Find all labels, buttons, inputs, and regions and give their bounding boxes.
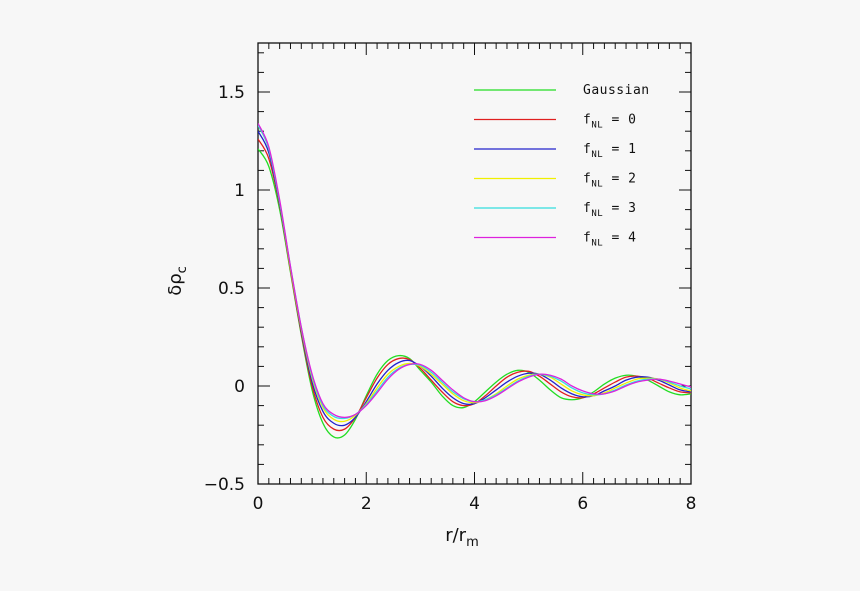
y-tick-label: −0.5 (204, 475, 245, 495)
legend: Gaussian fNL = 0 fNL = 1 fNL = 2 fNL = 3 fNL … (474, 83, 650, 249)
series-line-3 (258, 125, 691, 423)
x-tick-label: 0 (253, 494, 264, 514)
x-axis-title: r/rm (445, 525, 479, 550)
y-tick-label: 0.5 (218, 279, 245, 299)
x-tick-label: 4 (469, 494, 480, 514)
x-tick-label: 8 (686, 494, 697, 514)
legend-label-3: fNL = 2 (583, 172, 636, 190)
y-tick-label: 1.5 (218, 83, 245, 103)
legend-label-0: Gaussian (583, 83, 650, 98)
y-tick-label: 0 (234, 377, 245, 397)
y-tick-label: 1 (234, 181, 245, 201)
x-tick-label: 6 (577, 494, 588, 514)
legend-label-2: fNL = 1 (583, 142, 636, 160)
legend-label-4: fNL = 3 (583, 201, 636, 219)
legend-label-5: fNL = 4 (583, 231, 636, 249)
x-tick-label: 2 (361, 494, 372, 514)
legend-label-1: fNL = 0 (583, 113, 636, 131)
y-axis-title: δρc (165, 266, 190, 296)
ticks-layer: 0 2 4 6 8 −0.5 0 0.5 1 1.5 (204, 43, 697, 514)
series-layer (258, 123, 691, 439)
series-line-2 (258, 130, 691, 427)
series-line-4 (258, 125, 691, 420)
series-line-5 (258, 123, 691, 419)
series-line-0 (258, 148, 691, 439)
